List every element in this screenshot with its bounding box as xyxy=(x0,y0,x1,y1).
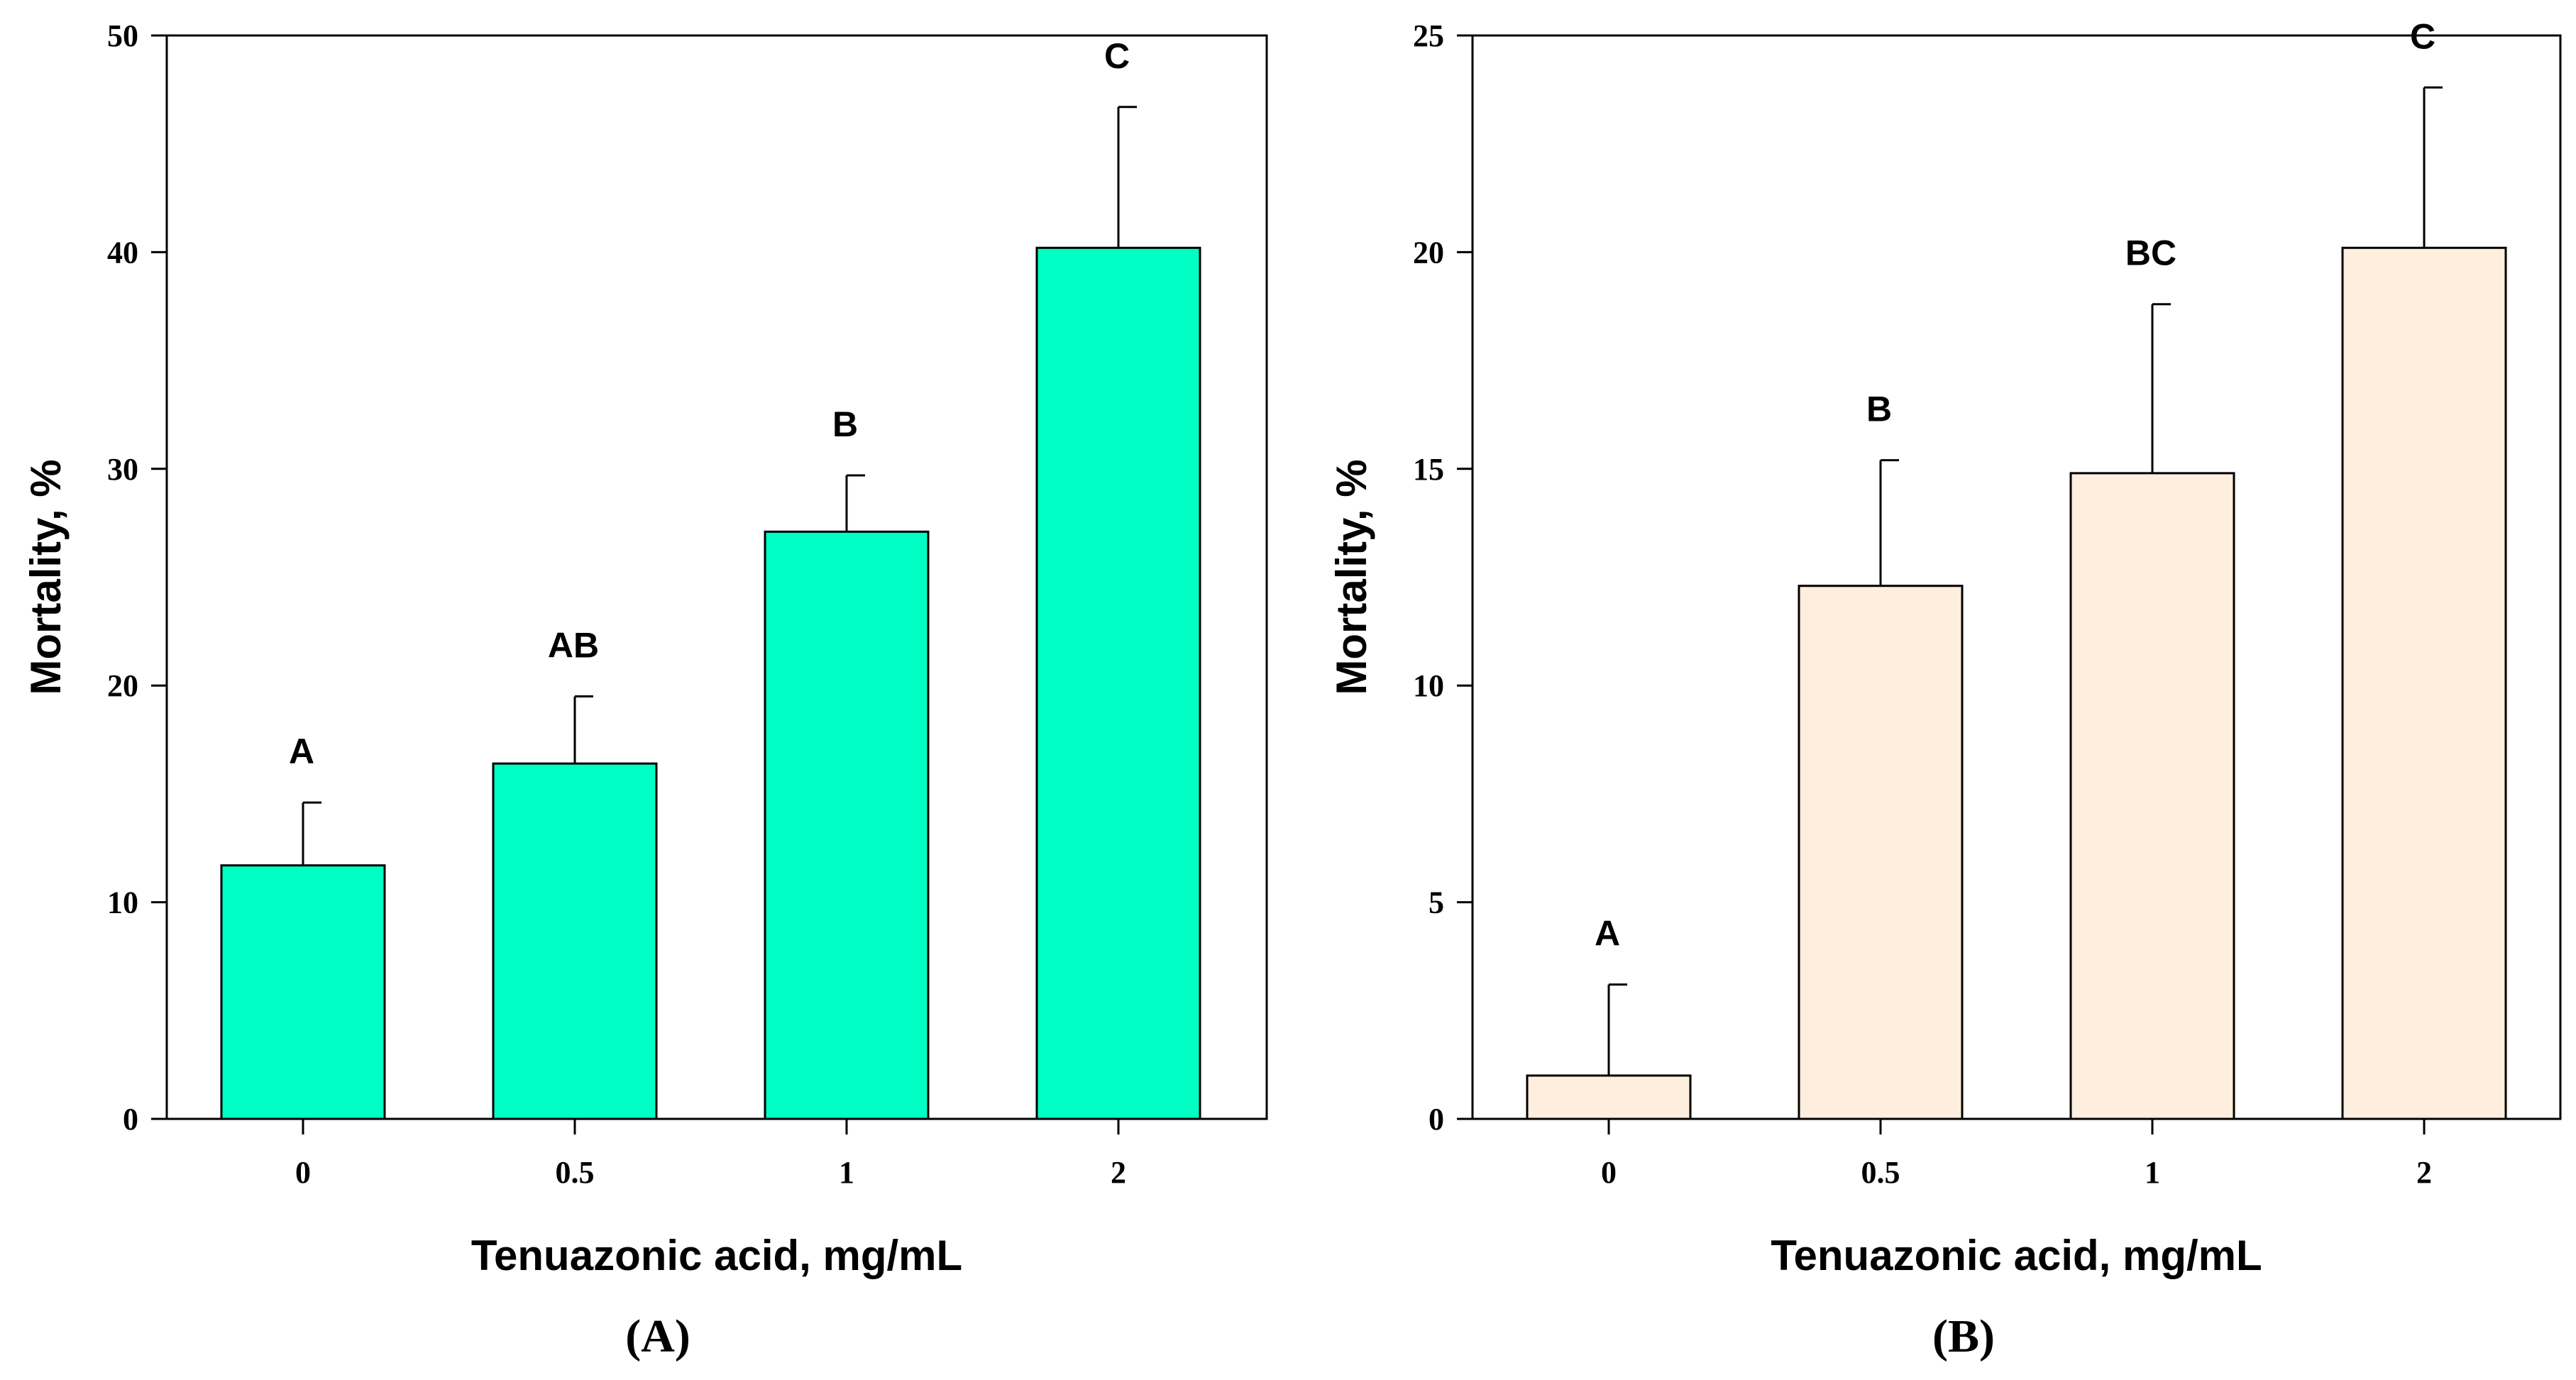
y-tick-label: 20 xyxy=(1413,235,1444,270)
significance-letter: C xyxy=(2410,16,2435,56)
y-tick-label: 25 xyxy=(1413,18,1444,53)
significance-letter: A xyxy=(289,732,314,771)
x-tick-label: 0 xyxy=(295,1155,311,1190)
x-axis-label: Tenuazonic acid, mg/mL xyxy=(1771,1232,2262,1279)
x-tick-label: 2 xyxy=(2416,1155,2432,1190)
y-axis-label: Mortality, % xyxy=(1328,459,1375,695)
y-tick-label: 5 xyxy=(1429,885,1444,920)
y-tick-label: 15 xyxy=(1413,452,1444,487)
significance-letter: C xyxy=(1104,36,1130,76)
significance-letter: B xyxy=(832,404,858,444)
plot-frame-a xyxy=(165,34,1268,1120)
x-tick-label: 1 xyxy=(839,1155,854,1190)
bar xyxy=(1798,585,1964,1120)
bar xyxy=(1035,246,1201,1120)
y-tick-label: 10 xyxy=(107,885,138,920)
significance-letter: A xyxy=(1595,914,1620,954)
significance-letter: B xyxy=(1866,390,1892,429)
significance-letter: AB xyxy=(548,625,599,665)
bar xyxy=(1526,1074,1692,1120)
bar xyxy=(220,864,386,1120)
x-tick-label: 0.5 xyxy=(556,1155,595,1190)
bar xyxy=(492,762,658,1120)
y-tick-label: 40 xyxy=(107,235,138,270)
x-tick-label: 2 xyxy=(1111,1155,1126,1190)
y-tick-label: 30 xyxy=(107,452,138,487)
chart-panel-a: 0 10 20 30 40 50 A 0 AB 0.5 B 1 C 2 Tenuazonic acid, m… xyxy=(22,18,1268,1362)
x-tick-label: 1 xyxy=(2145,1155,2160,1190)
panel-label-b: (B) xyxy=(1932,1310,1995,1362)
y-tick-label: 50 xyxy=(107,18,138,53)
chart-panel-b: 0 5 10 15 20 25 A 0 B 0.5 BC 1 C 2 Tenuazonic acid, mg… xyxy=(1328,16,2562,1362)
significance-letter: BC xyxy=(2125,233,2176,273)
x-tick-label: 0.5 xyxy=(1861,1155,1900,1190)
bar xyxy=(764,530,930,1120)
panel-label-a: (A) xyxy=(625,1310,690,1362)
plot-frame-b xyxy=(1471,34,2562,1120)
y-tick-label: 20 xyxy=(107,668,138,703)
bar xyxy=(2341,246,2507,1120)
y-tick-label: 0 xyxy=(1429,1102,1444,1137)
bar xyxy=(2069,472,2235,1120)
y-tick-label: 10 xyxy=(1413,668,1444,703)
x-tick-label: 0 xyxy=(1601,1155,1617,1190)
y-axis-label: Mortality, % xyxy=(22,459,70,695)
x-axis-label: Tenuazonic acid, mg/mL xyxy=(471,1232,962,1279)
y-tick-label: 0 xyxy=(123,1102,138,1137)
